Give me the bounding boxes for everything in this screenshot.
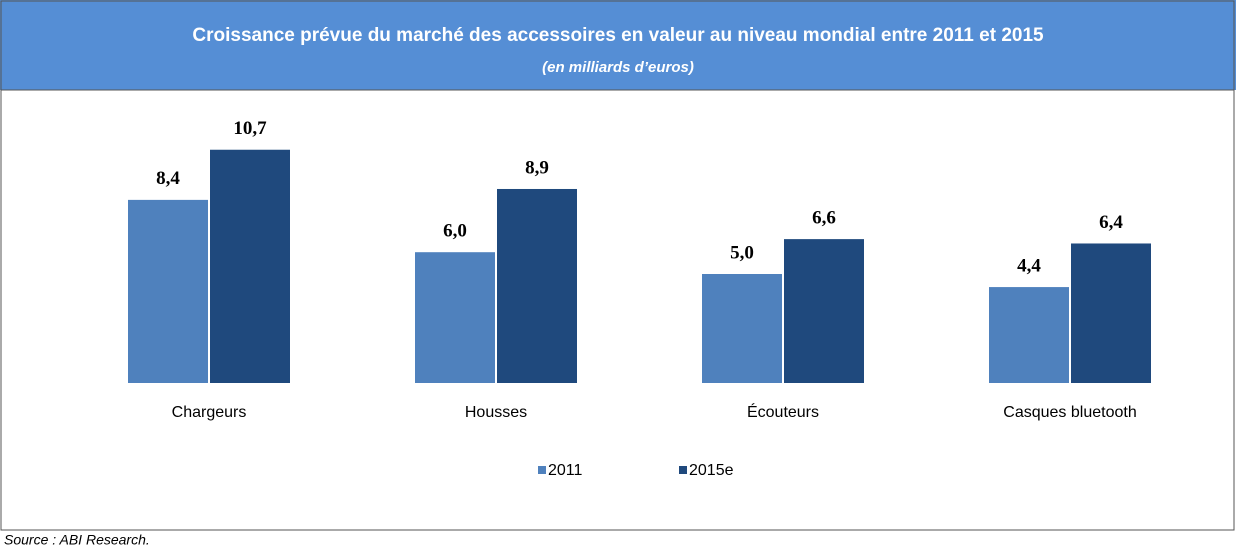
value-label: 4,4 — [1017, 255, 1041, 276]
value-label: 8,4 — [156, 168, 180, 189]
bar — [415, 252, 495, 383]
header-band — [0, 0, 1236, 90]
bar — [128, 199, 208, 383]
x-tick-label: Écouteurs — [747, 402, 819, 421]
bar — [1071, 243, 1151, 383]
legend-swatch — [679, 466, 687, 474]
value-label: 6,0 — [443, 221, 467, 242]
source-note: Source : ABI Research. — [4, 532, 150, 548]
x-tick-label: Housses — [465, 404, 527, 421]
x-tick-label: Chargeurs — [172, 404, 247, 421]
chart-subtitle: (en milliards d’euros) — [542, 59, 694, 76]
legend-label: 2011 — [548, 462, 583, 479]
value-label: 6,6 — [812, 207, 836, 228]
bar — [702, 274, 782, 383]
legend-label: 2015e — [689, 462, 734, 479]
bar — [784, 239, 864, 383]
bar — [210, 149, 290, 383]
bar — [497, 188, 577, 383]
x-tick-label: Casques bluetooth — [1003, 404, 1136, 421]
frame — [0, 0, 1235, 531]
value-label: 10,7 — [233, 118, 267, 139]
legend-swatch — [538, 466, 546, 474]
value-label: 5,0 — [730, 242, 754, 263]
bar — [989, 287, 1069, 383]
value-label: 6,4 — [1099, 212, 1123, 233]
value-label: 8,9 — [525, 157, 549, 178]
chart-title: Croissance prévue du marché des accessoi… — [192, 25, 1044, 46]
